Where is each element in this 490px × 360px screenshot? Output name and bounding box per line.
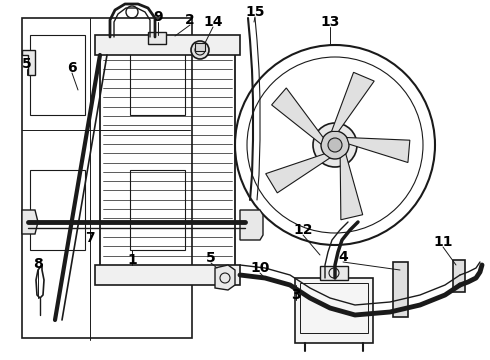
Bar: [393, 262, 408, 317]
Text: 11: 11: [433, 235, 453, 249]
Polygon shape: [340, 154, 363, 220]
Bar: [95, 265, 240, 285]
Bar: [148, 32, 166, 44]
Bar: [100, 50, 235, 270]
Polygon shape: [332, 72, 374, 131]
Bar: [295, 278, 373, 343]
Text: 5: 5: [206, 251, 216, 265]
Text: 3: 3: [291, 288, 301, 302]
Polygon shape: [22, 210, 38, 234]
Polygon shape: [266, 154, 330, 193]
Circle shape: [328, 138, 342, 152]
Bar: [130, 170, 185, 250]
Polygon shape: [215, 265, 235, 290]
Bar: [130, 35, 185, 115]
Text: 6: 6: [67, 61, 77, 75]
Text: 12: 12: [293, 223, 313, 237]
Text: 8: 8: [33, 257, 43, 271]
Text: 2: 2: [185, 13, 195, 27]
Text: 15: 15: [245, 5, 265, 19]
Text: 13: 13: [320, 15, 340, 29]
Bar: [453, 260, 465, 292]
Circle shape: [191, 41, 209, 59]
Bar: [95, 35, 240, 55]
Text: 14: 14: [203, 15, 223, 29]
Bar: [30, 35, 85, 115]
Text: 4: 4: [338, 250, 348, 264]
Bar: [30, 170, 85, 250]
Text: 10: 10: [250, 261, 270, 275]
Bar: [300, 283, 368, 333]
Bar: [22, 18, 192, 338]
Polygon shape: [271, 88, 323, 144]
Bar: [320, 266, 348, 280]
Text: 9: 9: [153, 10, 163, 24]
Text: 5: 5: [22, 57, 32, 71]
Text: 1: 1: [127, 253, 137, 267]
Polygon shape: [240, 210, 263, 240]
Polygon shape: [22, 50, 35, 75]
Polygon shape: [347, 138, 410, 162]
Text: 7: 7: [85, 231, 95, 245]
Bar: [195, 43, 205, 51]
Circle shape: [321, 131, 349, 159]
Circle shape: [313, 123, 357, 167]
